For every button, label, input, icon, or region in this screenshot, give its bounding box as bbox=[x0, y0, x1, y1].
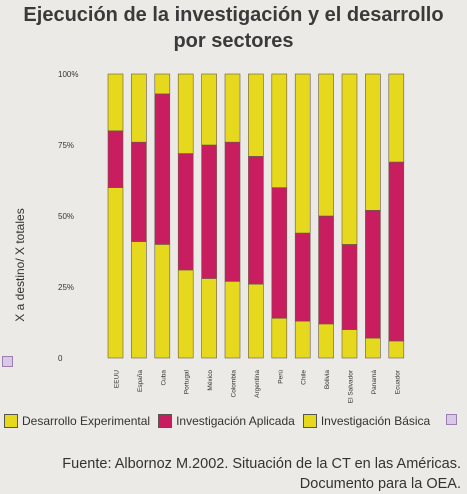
bar-m-xico-series-1 bbox=[201, 144, 217, 279]
source-line-2: Documento para la OEA. bbox=[299, 476, 461, 492]
source-note: Fuente: Albornoz M.2002. Situación de la… bbox=[21, 454, 461, 494]
x-tick-label-4: México bbox=[207, 370, 214, 391]
bar-colombia-series-1 bbox=[224, 141, 241, 282]
y-axis-label: X a destino/ X totales bbox=[13, 208, 27, 321]
bar-bolivia-series-0 bbox=[318, 323, 334, 359]
legend-item-investigacion-basica: Investigación Básica bbox=[302, 414, 431, 428]
bar-m-xico-series-0 bbox=[201, 278, 217, 359]
bar-ecuador-series-2 bbox=[388, 73, 405, 163]
bar-portugal-series-2 bbox=[177, 73, 194, 154]
x-tick-label-11: Panamá bbox=[371, 370, 378, 395]
x-tick-label-2: Cuba bbox=[160, 370, 167, 386]
bar-cuba-series-1 bbox=[154, 93, 171, 245]
x-tick-label-6: Argentina bbox=[254, 370, 261, 398]
bar-portugal-series-0 bbox=[177, 269, 194, 359]
bar-argentina-series-1 bbox=[248, 156, 264, 285]
legend-swatch-investigacion-basica bbox=[302, 414, 317, 428]
bar-portugal-series-1 bbox=[177, 153, 194, 271]
y-tick-label-0: 0 bbox=[58, 354, 63, 363]
y-tick-label-1: 25% bbox=[58, 283, 74, 292]
legend-swatch-desarrollo-experimental bbox=[4, 414, 18, 428]
bar-argentina-series-2 bbox=[248, 73, 264, 157]
x-tick-label-1: España bbox=[137, 370, 144, 392]
chart-title: Ejecución de la investigación y el desar… bbox=[0, 2, 467, 54]
x-tick-label-3: Portugal bbox=[184, 369, 191, 394]
bar-per--series-2 bbox=[271, 73, 288, 188]
bar-el-salvador-series-1 bbox=[341, 244, 358, 330]
bar-bolivia-series-2 bbox=[318, 73, 334, 217]
legend-label-desarrollo-experimental: Desarrollo Experimental bbox=[22, 414, 151, 428]
x-tick-label-7: Perú bbox=[277, 370, 284, 384]
x-tick-label-8: Chile bbox=[301, 370, 308, 385]
bar-per--series-0 bbox=[271, 317, 288, 359]
legend-item-desarrollo-experimental: Desarrollo Experimental bbox=[4, 414, 150, 428]
x-tick-label-9: Bolivia bbox=[324, 370, 331, 390]
bar-eeuu-series-0 bbox=[107, 187, 124, 359]
y-tick-label-3: 75% bbox=[58, 141, 74, 150]
bar-ecuador-series-1 bbox=[388, 161, 405, 342]
bar-chile-series-0 bbox=[294, 320, 311, 359]
chart-title-line-2: por sectores bbox=[173, 30, 294, 52]
bar-panam--series-0 bbox=[365, 337, 381, 359]
bar-cuba-series-2 bbox=[154, 73, 171, 95]
bar-espa-a-series-1 bbox=[131, 141, 147, 242]
legend-item-investigacion-aplicada: Investigación Aplicada bbox=[158, 414, 295, 428]
bar-m-xico-series-2 bbox=[201, 73, 217, 146]
bar-colombia-series-2 bbox=[224, 73, 241, 143]
bar-el-salvador-series-2 bbox=[341, 73, 358, 245]
stacked-bar-chart: 0 25% 50% 75% 100% X a destino/ X totales EEUU… bbox=[13, 70, 405, 403]
y-tick-label-4: 100% bbox=[58, 70, 78, 79]
corner-marker-right-icon bbox=[446, 414, 457, 425]
legend-label-investigacion-aplicada: Investigación Aplicada bbox=[176, 414, 295, 428]
bar-bolivia-series-1 bbox=[318, 215, 334, 325]
legend-swatch-investigacion-aplicada bbox=[158, 414, 173, 428]
bar-el-salvador-series-0 bbox=[341, 329, 358, 359]
bar-eeuu-series-1 bbox=[107, 130, 124, 188]
bar-chile-series-1 bbox=[294, 232, 311, 322]
chart-title-line-1: Ejecución de la investigación y el desar… bbox=[23, 4, 444, 26]
y-tick-label-2: 50% bbox=[58, 212, 74, 221]
bar-colombia-series-0 bbox=[224, 281, 241, 359]
x-tick-label-12: Ecuador bbox=[394, 369, 401, 394]
bar-per--series-1 bbox=[271, 187, 288, 319]
corner-marker-icon bbox=[2, 356, 13, 367]
bar-chile-series-2 bbox=[294, 73, 311, 234]
bar-espa-a-series-0 bbox=[131, 241, 147, 359]
bar-panam--series-2 bbox=[365, 73, 381, 211]
source-line-1: Fuente: Albornoz M.2002. Situación de la… bbox=[62, 456, 461, 472]
chart-legend: Desarrollo Experimental Investigación Ap… bbox=[4, 414, 464, 428]
x-tick-label-5: Colombia bbox=[231, 370, 238, 398]
bar-argentina-series-0 bbox=[248, 283, 264, 359]
bar-eeuu-series-2 bbox=[107, 73, 124, 132]
bar-espa-a-series-2 bbox=[131, 73, 147, 143]
x-tick-label-0: EEUU bbox=[114, 370, 121, 388]
bar-cuba-series-0 bbox=[154, 244, 171, 359]
x-tick-label-10: El Salvador bbox=[348, 369, 355, 403]
bar-ecuador-series-0 bbox=[388, 340, 405, 359]
bar-panam--series-1 bbox=[365, 210, 381, 339]
legend-label-investigacion-basica: Investigación Básica bbox=[320, 414, 431, 428]
